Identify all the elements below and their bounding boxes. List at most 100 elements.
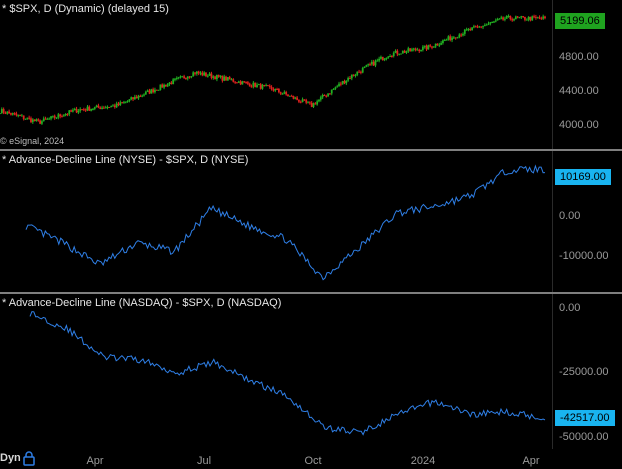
spx-candle: [31, 118, 34, 124]
spx-candle: [19, 114, 21, 117]
spx-candle: [339, 81, 342, 87]
spx-candle: [20, 113, 23, 117]
spx-candle: [502, 16, 504, 21]
nyse-last-value-badge: 10169.00: [555, 169, 611, 185]
spx-candle: [540, 16, 543, 20]
spx-candle: [325, 94, 328, 98]
spx-candle: [452, 35, 455, 39]
spx-candle: [491, 21, 494, 24]
spx-candle: [265, 83, 268, 87]
spx-candle: [237, 80, 240, 84]
spx-pane[interactable]: * $SPX, D (Dynamic) (delayed 15) © eSign…: [0, 0, 622, 149]
spx-candle: [79, 107, 82, 113]
spx-plot-area[interactable]: * $SPX, D (Dynamic) (delayed 15) © eSign…: [0, 0, 552, 149]
spx-candle: [2, 107, 5, 115]
spx-candle: [350, 74, 353, 81]
spx-candle: [217, 74, 220, 78]
spx-candle: [252, 81, 255, 89]
spx-candle: [225, 75, 227, 81]
spx-candle: [312, 102, 315, 109]
spx-candle: [172, 78, 175, 85]
spx-candle: [195, 71, 198, 76]
spx-candle: [330, 89, 333, 96]
spx-candle: [329, 93, 331, 95]
spx-candle: [360, 70, 362, 75]
spx-candle: [124, 101, 127, 104]
nasdaq-plot-area[interactable]: * Advance-Decline Line (NASDAQ) - $SPX, …: [0, 294, 552, 449]
nyse-ad-pane[interactable]: * Advance-Decline Line (NYSE) - $SPX, D …: [0, 151, 622, 292]
spx-candle: [281, 92, 284, 95]
spx-candle: [123, 100, 125, 104]
spx-candle: [44, 116, 47, 120]
spx-candle: [390, 55, 393, 58]
spx-candle: [356, 71, 359, 77]
spx-candle: [305, 98, 308, 105]
spx-candle: [336, 84, 339, 88]
spx-candle: [378, 56, 381, 63]
nyse-value-axis[interactable]: 0.00 -10000.00: [552, 151, 622, 292]
spx-candle: [77, 108, 80, 115]
spx-candle: [314, 102, 317, 105]
nasdaq-value-axis[interactable]: 0.00 -25000.00 -50000.00: [552, 294, 622, 449]
spx-candle: [190, 76, 193, 79]
spx-candle: [456, 36, 459, 39]
spx-candle: [367, 63, 370, 67]
spx-candle: [534, 14, 537, 20]
spx-candle: [447, 35, 450, 41]
spx-candle: [168, 82, 171, 87]
nyse-ad-line-chart: [25, 164, 546, 281]
spx-candle: [102, 105, 105, 109]
spx-candle: [538, 15, 541, 20]
spx-candle: [290, 94, 293, 97]
spx-candle-chart: [0, 14, 546, 125]
spx-candle: [257, 83, 260, 86]
spx-candle: [72, 108, 74, 113]
spx-candle: [416, 47, 419, 51]
dynamic-mode-label[interactable]: Dyn: [0, 452, 21, 464]
spx-candle: [442, 39, 444, 45]
spx-candle: [449, 34, 452, 42]
spx-candle: [57, 112, 60, 120]
spx-candle: [489, 22, 492, 26]
spx-candle: [81, 109, 83, 111]
spx-candle: [389, 54, 391, 58]
spx-candle: [520, 15, 523, 20]
spx-candle: [349, 75, 351, 80]
spx-candle: [174, 77, 176, 82]
spx-candle: [287, 94, 289, 97]
nyse-plot-area[interactable]: * Advance-Decline Line (NYSE) - $SPX, D …: [0, 151, 552, 292]
spx-candle: [62, 114, 65, 117]
spx-price-axis[interactable]: 4800.00 4400.00 4000.00: [552, 0, 622, 149]
spx-candle: [232, 78, 235, 83]
spx-candle: [347, 76, 350, 82]
spx-candle: [458, 33, 461, 39]
spx-candle: [117, 101, 120, 107]
spx-candle: [372, 59, 375, 67]
spx-candle: [48, 117, 51, 120]
pane-divider-2[interactable]: [0, 292, 622, 294]
spx-candle: [332, 88, 335, 90]
spx-candle: [216, 74, 218, 82]
spx-candle: [259, 83, 262, 90]
nasdaq-tick-0: 0.00: [559, 302, 581, 314]
spx-candle: [527, 16, 530, 22]
spx-candle: [239, 80, 242, 86]
spx-candle: [370, 59, 373, 66]
nasdaq-ad-pane[interactable]: * Advance-Decline Line (NASDAQ) - $SPX, …: [0, 294, 622, 449]
spx-candle: [445, 38, 448, 41]
lock-icon[interactable]: [22, 451, 36, 466]
spx-candle: [106, 105, 109, 110]
spx-candle: [498, 18, 501, 20]
spx-candle: [460, 33, 463, 38]
spx-candle: [288, 95, 291, 97]
spx-candle: [70, 109, 72, 113]
spx-candle: [144, 90, 147, 95]
spx-candle: [400, 53, 402, 55]
spx-candle: [161, 83, 164, 88]
pane-divider-1[interactable]: [0, 149, 622, 151]
spx-candle: [115, 101, 118, 109]
time-axis[interactable]: Dyn: [0, 449, 622, 469]
spx-candle: [93, 106, 96, 111]
spx-candle: [39, 119, 42, 125]
spx-candle: [157, 89, 160, 91]
